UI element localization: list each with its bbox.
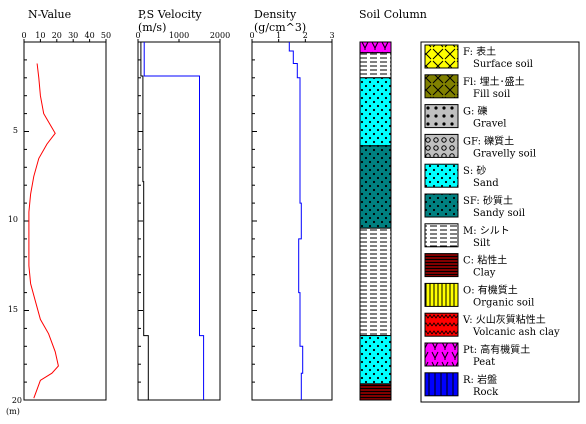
density-x-tick-label: 0 (249, 31, 254, 40)
legend-swatch-fill (424, 74, 459, 99)
legend-swatch-silt (424, 223, 459, 248)
velocity-panel-frame (137, 41, 221, 401)
legend-label-en: Gravelly soil (473, 148, 536, 159)
legend-swatch-peat (424, 342, 459, 367)
legend-swatch-clay (424, 253, 459, 278)
legend-label-en: Organic soil (473, 297, 534, 308)
density-unit: (g/cm^3) (254, 21, 306, 34)
soil-layer-S (359, 335, 392, 385)
nvalue-x-tick-label: 10 (35, 31, 45, 40)
nvalue-x-tick-label: 20 (52, 31, 62, 40)
nvalue-x-tick-label: 40 (85, 31, 95, 40)
density-series-line-0 (288, 42, 304, 400)
legend-label-jp: S: 砂 (463, 164, 486, 177)
soil-layer-S (359, 77, 392, 147)
velocity-series-line-0 (143, 42, 205, 400)
legend-label-jp: C: 粘性土 (463, 254, 507, 267)
nvalue-x-tick-label: 0 (21, 31, 26, 40)
legend-label-jp: O: 有機質土 (463, 283, 518, 296)
legend-label-en: Volcanic ash clay (472, 327, 560, 338)
depth-unit: (m) (6, 407, 20, 416)
legend-swatch-surface (424, 44, 459, 69)
depth-tick-15: 15 (8, 305, 18, 314)
legend-box (420, 41, 580, 403)
legend-label-jp: GF: 礫質土 (463, 134, 514, 147)
legend-label-jp: G: 礫 (463, 105, 488, 118)
nvalue-x-tick-label: 50 (101, 31, 111, 40)
velocity-x-tick-label: 0 (135, 31, 140, 40)
legend-label-en: Rock (473, 387, 499, 398)
depth-tick-20: 20 (12, 396, 22, 405)
soil-layer-M (359, 52, 392, 79)
soil-column-title: Soil Column (359, 8, 427, 21)
soil-layer-M (359, 227, 392, 337)
legend-label-jp: SF: 砂質土 (463, 194, 513, 207)
legend-swatch-gravel (424, 104, 459, 129)
density-x-tick-label: 2 (303, 31, 308, 40)
depth-tick-5: 5 (13, 126, 18, 135)
nvalue-series-line-0 (28, 63, 59, 399)
legend-label-jp: F: 表土 (463, 45, 496, 58)
legend-label-jp: V: 火山灰質粘性土 (462, 313, 546, 326)
legend-label-en: Surface soil (473, 59, 533, 70)
soil-column-frame (359, 41, 392, 401)
chart-marks: 0 10 20 30 40 50 0 1000 2000 0 1 2 3 (21, 31, 392, 401)
soil-layer-C (359, 383, 392, 401)
nvalue-title: N-Value (28, 8, 71, 21)
legend-label-en: Sandy soil (473, 208, 525, 219)
velocity-unit: (m/s) (138, 21, 166, 34)
legend-swatch-rock (424, 372, 459, 397)
legend-swatch-organic (424, 282, 459, 307)
depth-tick-10: 10 (8, 215, 18, 224)
soil-layer-Pt (359, 41, 392, 54)
legend-label-jp: R: 岩盤 (463, 373, 497, 386)
velocity-series-line-1 (140, 42, 149, 400)
legend-label-jp: Pt: 高有機質土 (463, 343, 530, 356)
density-panel-frame (251, 41, 333, 401)
legend-swatch-gravelly (424, 133, 459, 158)
legend-label-en: Silt (473, 238, 490, 249)
legend-swatch-sand (424, 163, 459, 188)
legend-label-en: Fill soil (473, 89, 510, 100)
legend-label-jp: Fl: 埋土･盛土 (463, 75, 525, 88)
legend-swatch-volcanic (424, 312, 459, 337)
legend-label-en: Sand (473, 178, 499, 189)
legend-label-en: Peat (473, 357, 495, 368)
soil-layer-SF (359, 145, 392, 229)
density-x-tick-label: 3 (329, 31, 334, 40)
legend-swatch-sandy (424, 193, 459, 218)
velocity-x-tick-label: 2000 (210, 31, 230, 40)
density-x-tick-label: 1 (276, 31, 281, 40)
density-title: Density (254, 8, 297, 21)
legend-label-en: Gravel (473, 119, 507, 130)
nvalue-x-tick-label: 30 (68, 31, 78, 40)
legend-label-en: Clay (473, 268, 496, 279)
nvalue-panel-frame (23, 41, 107, 401)
velocity-x-tick-label: 1000 (169, 31, 189, 40)
legend-label-jp: M: シルト (463, 226, 510, 237)
velocity-title: P,S Velocity (138, 8, 202, 21)
